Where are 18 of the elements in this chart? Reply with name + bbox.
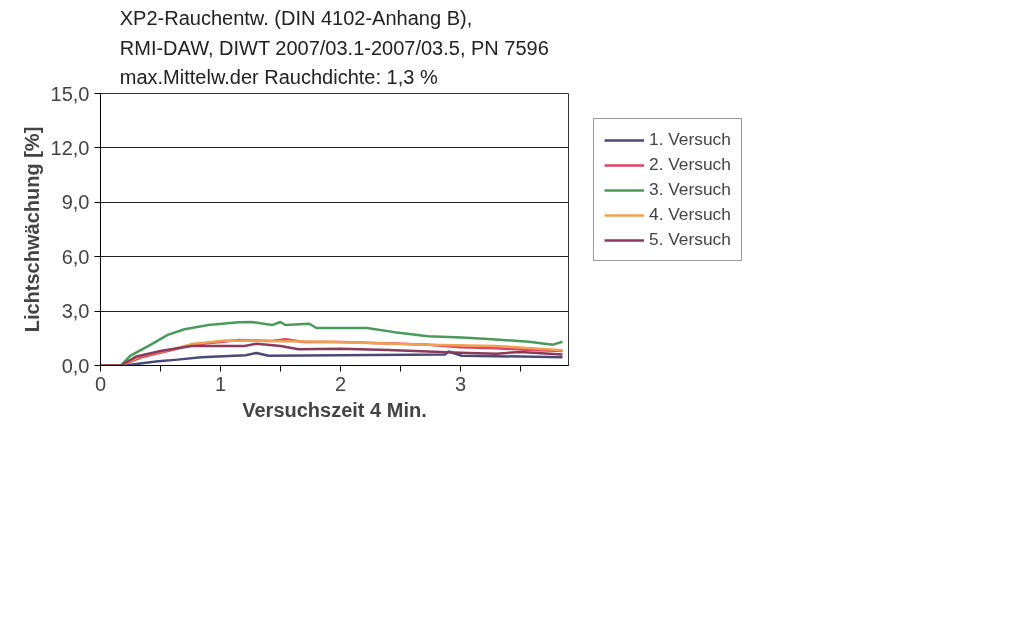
x-tick-label: 1 xyxy=(214,372,227,395)
y-axis-title: Lichtschwächung [%] xyxy=(20,126,43,333)
legend-label: 2. Versuch xyxy=(649,154,731,175)
y-tick-label: 3,0 xyxy=(61,300,90,323)
y-tick-label: 12,0 xyxy=(50,136,90,159)
y-tick-label: 9,0 xyxy=(61,191,90,214)
y-tick-label: 6,0 xyxy=(61,245,90,268)
y-tick-label: 15,0 xyxy=(50,82,90,105)
y-tick-label: 0,0 xyxy=(61,354,90,377)
x-tick-label: 3 xyxy=(454,372,467,395)
x-tick-label: 0 xyxy=(94,372,107,395)
x-axis-title: Versuchszeit 4 Min. xyxy=(242,398,427,421)
legend-label: 3. Versuch xyxy=(649,179,731,200)
legend-label: 1. Versuch xyxy=(649,129,731,150)
x-tick-label: 2 xyxy=(334,372,347,395)
chart-title: XP2-Rauchentw. (DIN 4102-Anhang B), RMI-DAW, DIWT 2007/03.1-2007/03.5, PN 7596 max.Mittelw.der Rauchdichte: 1,3 % xyxy=(119,7,549,89)
legend-label: 5. Versuch xyxy=(649,229,731,250)
legend-label: 4. Versuch xyxy=(649,204,731,225)
